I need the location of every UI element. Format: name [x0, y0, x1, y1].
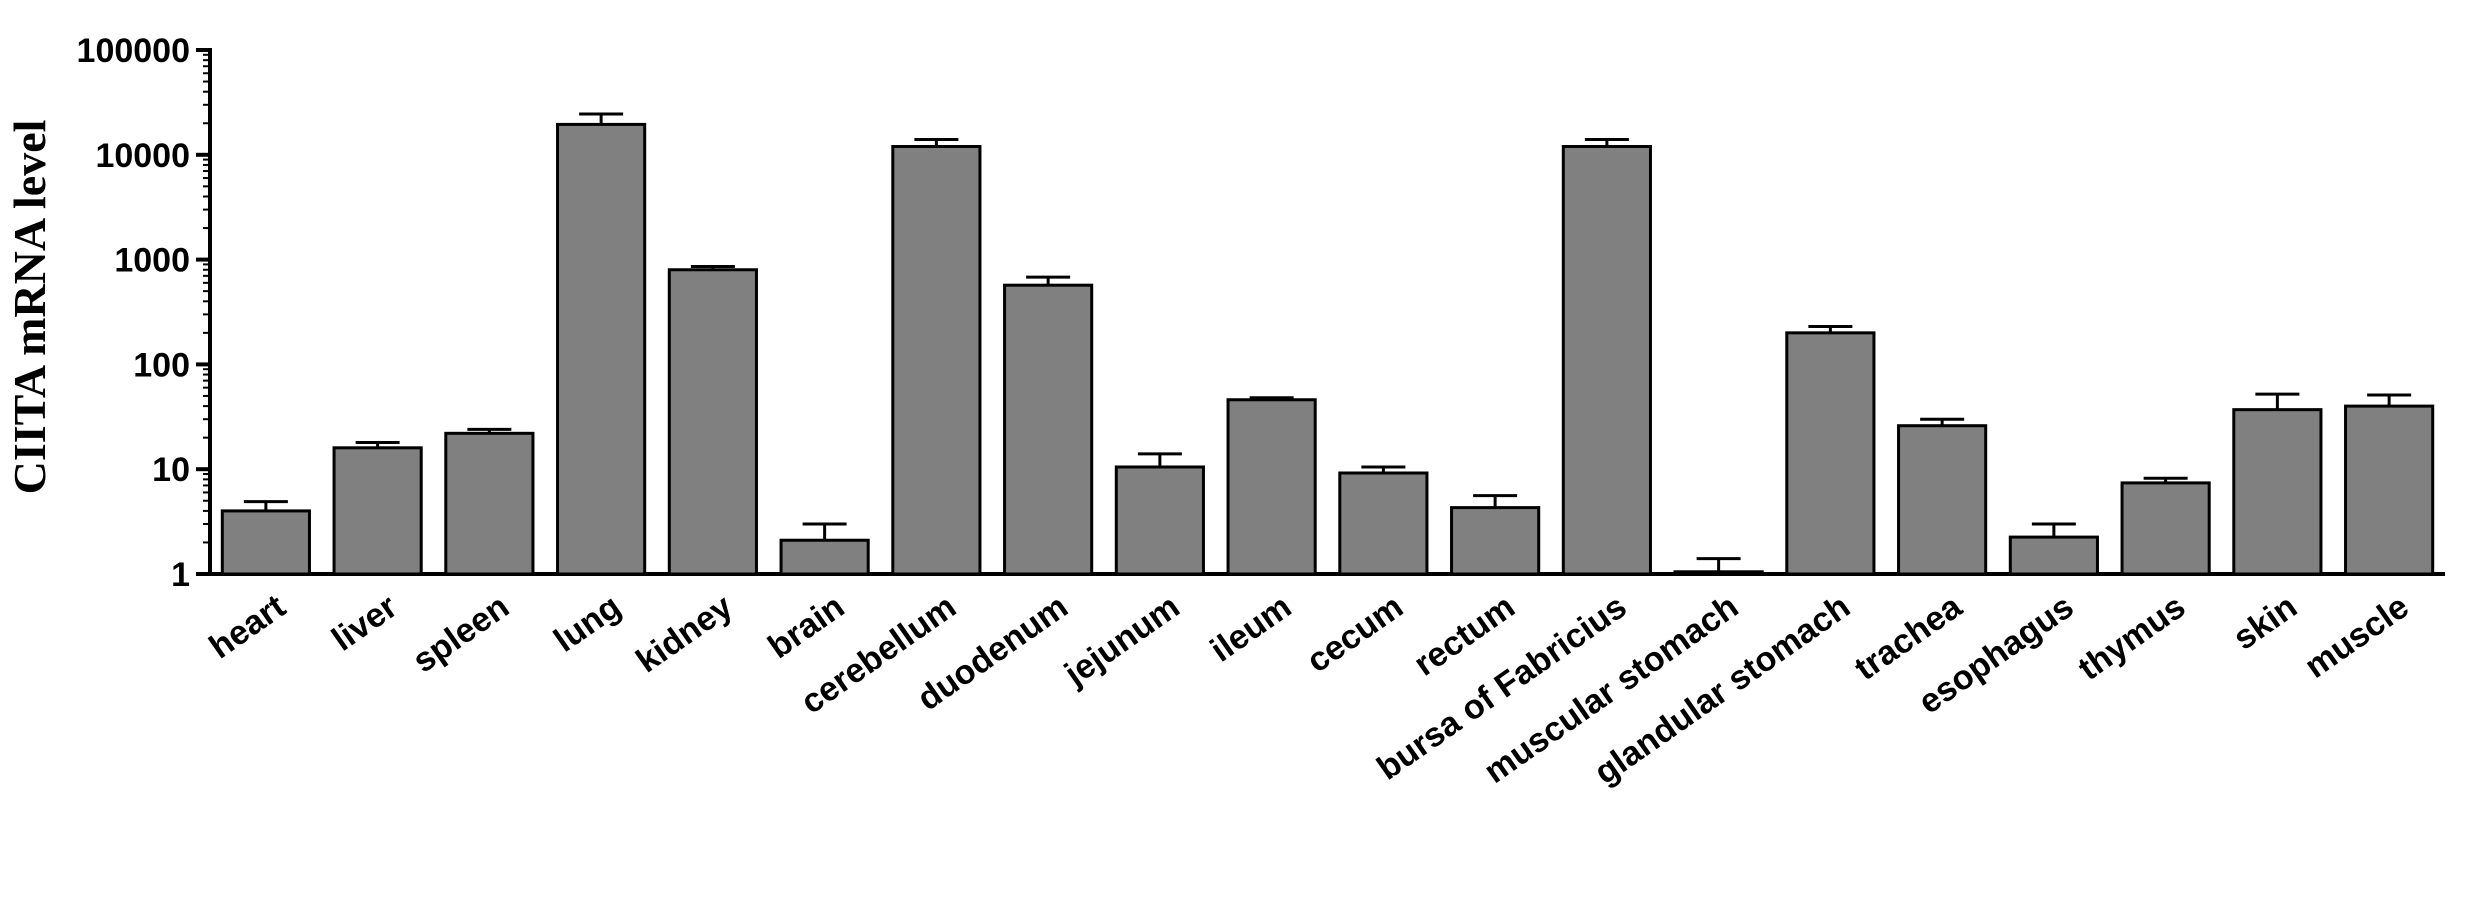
bar-thymus [2120, 481, 2211, 576]
x-tick-label: thymus [2071, 587, 2192, 687]
bar-muscle [2344, 404, 2435, 576]
x-tick-label: lung [547, 587, 628, 659]
y-tick-label: 10 [152, 451, 190, 489]
bar-cecum [1338, 471, 1429, 576]
x-tick-label: cecum [1300, 587, 1410, 680]
x-tick-label: jejunum [1057, 587, 1186, 693]
bar-brain [779, 538, 870, 576]
y-tick-label: 1000 [114, 242, 190, 280]
x-tick-label: heart [203, 587, 293, 666]
axes [208, 48, 2445, 576]
x-tick-label: ileum [1204, 587, 1299, 669]
x-tick-label: spleen [406, 587, 516, 680]
y-axis-ticks: 1 10 100 1000 10000 100000 [77, 32, 210, 594]
y-axis-label: CIITA mRNA level [4, 120, 55, 495]
error-bars [243, 112, 2412, 572]
bar-spleen [444, 431, 535, 576]
bar-skin [2232, 408, 2323, 576]
x-tick-label: skin [2226, 587, 2304, 657]
y-tick-label: 1 [171, 556, 190, 594]
x-tick-label: kidney [629, 587, 739, 680]
bars [220, 122, 2435, 576]
bar-lung [556, 122, 647, 576]
bar-glandular-stomach [1785, 331, 1876, 576]
bar-jejunum [1114, 465, 1205, 576]
x-tick-label: brain [761, 587, 851, 666]
bar-kidney [667, 268, 758, 576]
x-axis-ticks: heart liver spleen lung kidney braincerebellu… [203, 587, 2416, 792]
bar-rectum [1450, 506, 1541, 576]
bar-cerebellum [891, 145, 982, 576]
bar-liver [332, 446, 423, 576]
bar-ileum [1226, 398, 1317, 576]
bar-muscular-stomach [1673, 570, 1764, 576]
x-tick-label: liver [325, 587, 404, 658]
bar-heart [220, 509, 311, 576]
y-tick-label: 100000 [77, 32, 190, 70]
x-tick-label: muscle [2298, 587, 2416, 685]
y-tick-label: 10000 [95, 137, 190, 175]
bar-bursa-of-Fabricius [1561, 145, 1652, 576]
bar-trachea [1897, 424, 1988, 576]
bar-duodenum [1003, 283, 1094, 576]
y-tick-label: 100 [133, 346, 190, 384]
bar-esophagus [2008, 535, 2099, 576]
